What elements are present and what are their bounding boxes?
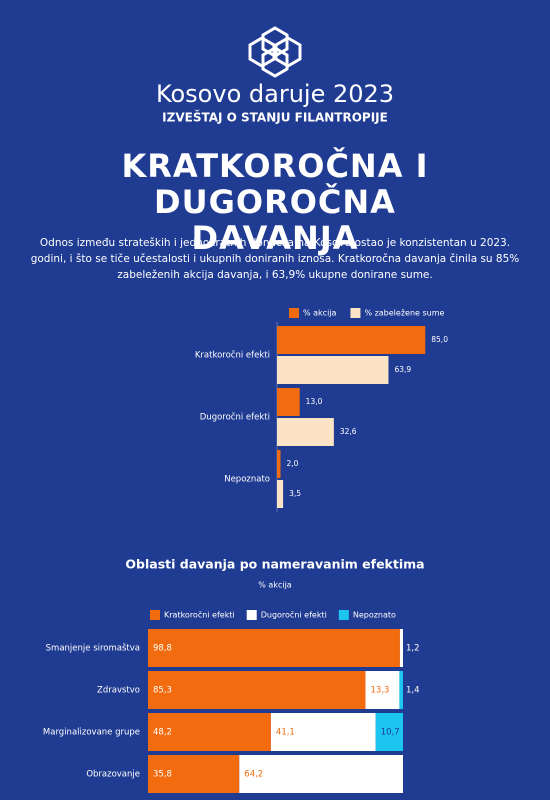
value-label: 85,0 [431,335,448,344]
legend-swatch [350,308,361,318]
bar [277,356,389,384]
bar-segment [399,629,403,667]
bar-segment [239,755,403,793]
value-label: 48,2 [153,728,172,738]
value-label: 85,3 [153,686,172,696]
legend-swatch [246,610,257,620]
category-label: Smanjenje siromaštva [46,643,140,654]
legend-swatch [150,610,160,620]
logo [248,26,302,78]
value-label: 10,7 [381,728,400,738]
legend-swatch [338,610,349,620]
value-label: 1,4 [406,686,420,696]
header-subtitle: IZVEŠTAJ O STANJU FILANTROPIJE [162,110,388,125]
category-label: Obrazovanje [86,770,140,780]
bar-segment [148,671,366,709]
category-label: Zdravstvo [97,686,140,696]
bar-segment [365,671,400,709]
value-label: 3,5 [289,489,301,498]
legend-label: % akcija [303,309,337,318]
bar-segment [270,713,376,751]
legend-label: Kratkoročni efekti [164,610,235,620]
bar [277,418,334,446]
chart-title: Oblasti davanja po nameravanim efektima [125,557,424,572]
chart-subtitle: % akcija [258,581,292,590]
legend-label: % zabeležene sume [364,309,444,318]
value-label: 41,1 [276,728,295,738]
value-label: 32,6 [340,427,357,436]
bar [277,326,426,354]
bar [277,480,284,508]
category-label: Kratkoročni efekti [195,350,270,361]
legend-label: Dugoročni efekti [261,610,327,620]
value-label: 98,8 [153,644,172,654]
bar [277,450,281,478]
value-label: 64,2 [244,770,263,780]
bar-segment [148,713,271,751]
value-label: 63,9 [394,365,411,374]
category-label: Marginalizovane grupe [43,728,140,738]
value-label: 13,0 [306,397,323,406]
section-title: KRATKOROČNA I DUGOROČNA DAVANJA [121,147,429,257]
value-label: 13,3 [371,686,390,696]
category-label: Dugoročni efekti [200,412,270,423]
category-label: Nepoznato [224,475,270,485]
value-label: 35,8 [153,770,172,780]
bar-segment [399,671,403,709]
value-label: 1,2 [406,644,420,654]
legend-swatch [289,308,299,318]
legend-label: Nepoznato [353,611,396,620]
bar [277,388,300,416]
header-title: Kosovo daruje 2023 [156,80,394,108]
bar-segment [148,629,400,667]
value-label: 2,0 [286,459,298,468]
section-text: Odnos između strateških i jednokratnih d… [30,237,520,281]
bar-segment [148,755,240,793]
bar-segment [375,713,403,751]
